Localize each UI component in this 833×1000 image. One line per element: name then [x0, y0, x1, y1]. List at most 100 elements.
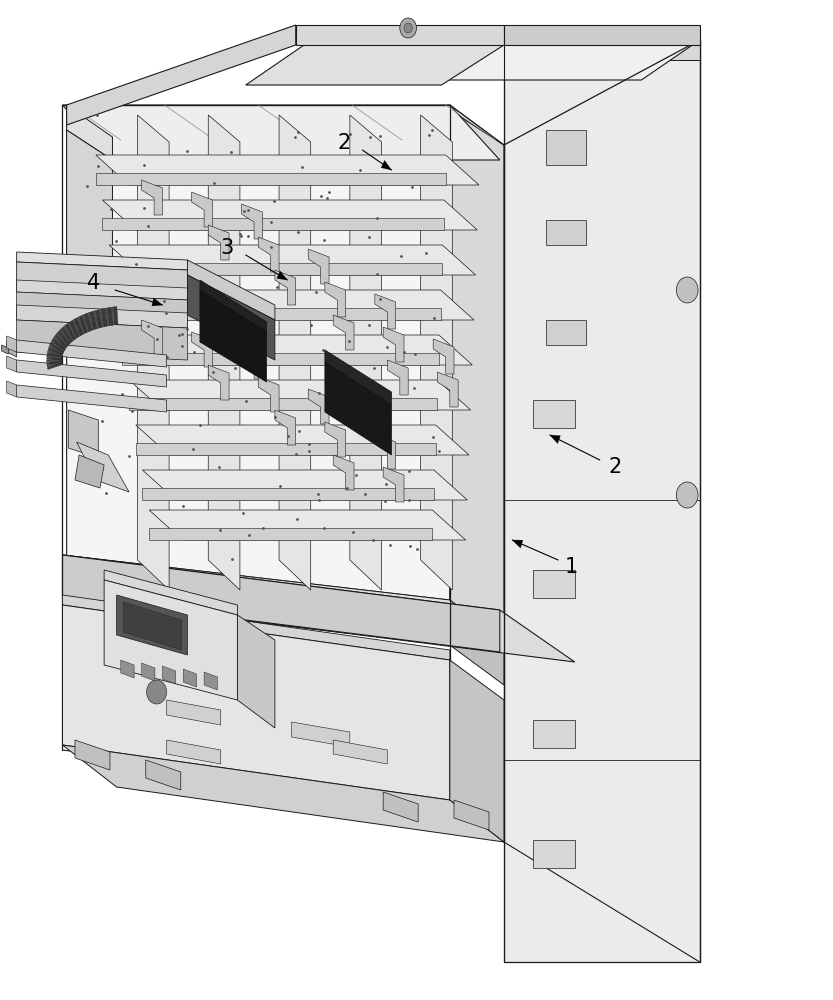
Polygon shape — [7, 381, 17, 397]
Text: 3: 3 — [221, 238, 234, 258]
Polygon shape — [167, 740, 221, 764]
Polygon shape — [350, 115, 382, 590]
Polygon shape — [450, 600, 504, 685]
Polygon shape — [533, 840, 575, 868]
Polygon shape — [48, 348, 62, 356]
Text: 2: 2 — [337, 133, 351, 153]
Polygon shape — [136, 425, 469, 455]
Polygon shape — [62, 555, 575, 662]
Polygon shape — [129, 398, 437, 410]
Polygon shape — [67, 25, 296, 125]
Polygon shape — [47, 350, 62, 357]
Polygon shape — [136, 443, 436, 455]
Polygon shape — [308, 249, 329, 284]
Polygon shape — [208, 225, 229, 260]
Circle shape — [676, 277, 698, 303]
Polygon shape — [107, 307, 112, 326]
Polygon shape — [121, 660, 134, 678]
Polygon shape — [79, 316, 87, 333]
Polygon shape — [237, 615, 275, 728]
Polygon shape — [192, 332, 212, 367]
Polygon shape — [333, 740, 387, 764]
Polygon shape — [142, 663, 155, 681]
Polygon shape — [383, 327, 404, 362]
Polygon shape — [433, 339, 454, 374]
Polygon shape — [246, 45, 504, 85]
Text: 4: 4 — [87, 273, 101, 293]
Polygon shape — [47, 353, 62, 358]
Polygon shape — [325, 362, 392, 455]
Circle shape — [147, 680, 167, 704]
Polygon shape — [7, 336, 17, 352]
Polygon shape — [387, 360, 408, 395]
Polygon shape — [383, 467, 404, 502]
Polygon shape — [77, 317, 85, 334]
Polygon shape — [77, 442, 129, 492]
Polygon shape — [446, 40, 700, 80]
Polygon shape — [84, 313, 92, 331]
Polygon shape — [167, 700, 221, 725]
Polygon shape — [7, 356, 17, 372]
Polygon shape — [275, 270, 296, 305]
Polygon shape — [47, 355, 62, 359]
Polygon shape — [146, 760, 181, 790]
Polygon shape — [381, 160, 392, 170]
Polygon shape — [137, 115, 169, 590]
Polygon shape — [437, 372, 458, 407]
Polygon shape — [17, 262, 187, 300]
Polygon shape — [116, 290, 474, 320]
Polygon shape — [546, 220, 586, 245]
Polygon shape — [187, 275, 275, 360]
Polygon shape — [17, 292, 187, 328]
Circle shape — [404, 23, 412, 33]
Polygon shape — [62, 327, 72, 343]
Polygon shape — [292, 722, 350, 747]
Polygon shape — [512, 540, 523, 548]
Polygon shape — [51, 341, 64, 352]
Polygon shape — [142, 180, 162, 215]
Polygon shape — [183, 669, 197, 687]
Polygon shape — [47, 363, 62, 369]
Polygon shape — [49, 345, 63, 355]
Polygon shape — [72, 319, 81, 337]
Polygon shape — [52, 339, 65, 351]
Polygon shape — [104, 580, 237, 700]
Polygon shape — [82, 314, 89, 332]
Polygon shape — [102, 308, 107, 327]
Polygon shape — [192, 192, 212, 227]
Polygon shape — [204, 672, 217, 690]
Polygon shape — [96, 155, 479, 185]
Polygon shape — [17, 280, 187, 300]
Polygon shape — [333, 455, 354, 490]
Polygon shape — [122, 353, 439, 365]
Polygon shape — [104, 570, 237, 615]
Polygon shape — [68, 410, 98, 458]
Polygon shape — [57, 331, 69, 346]
Polygon shape — [17, 252, 187, 270]
Polygon shape — [62, 745, 504, 842]
Polygon shape — [17, 385, 167, 412]
Circle shape — [400, 18, 416, 38]
Polygon shape — [454, 800, 489, 830]
Polygon shape — [47, 358, 62, 360]
Polygon shape — [504, 40, 700, 962]
Polygon shape — [546, 130, 586, 165]
Polygon shape — [123, 602, 182, 650]
Polygon shape — [296, 25, 504, 45]
Polygon shape — [47, 360, 62, 362]
Polygon shape — [421, 115, 452, 590]
Polygon shape — [96, 310, 102, 328]
Polygon shape — [104, 308, 110, 326]
Polygon shape — [75, 455, 104, 488]
Polygon shape — [258, 377, 279, 412]
Polygon shape — [208, 115, 240, 590]
Polygon shape — [62, 105, 500, 160]
Polygon shape — [122, 335, 472, 365]
Polygon shape — [129, 380, 471, 410]
Polygon shape — [98, 309, 104, 327]
Polygon shape — [142, 488, 434, 500]
Text: 2: 2 — [608, 457, 621, 477]
Polygon shape — [17, 340, 167, 367]
Polygon shape — [17, 320, 187, 360]
Polygon shape — [533, 400, 575, 428]
